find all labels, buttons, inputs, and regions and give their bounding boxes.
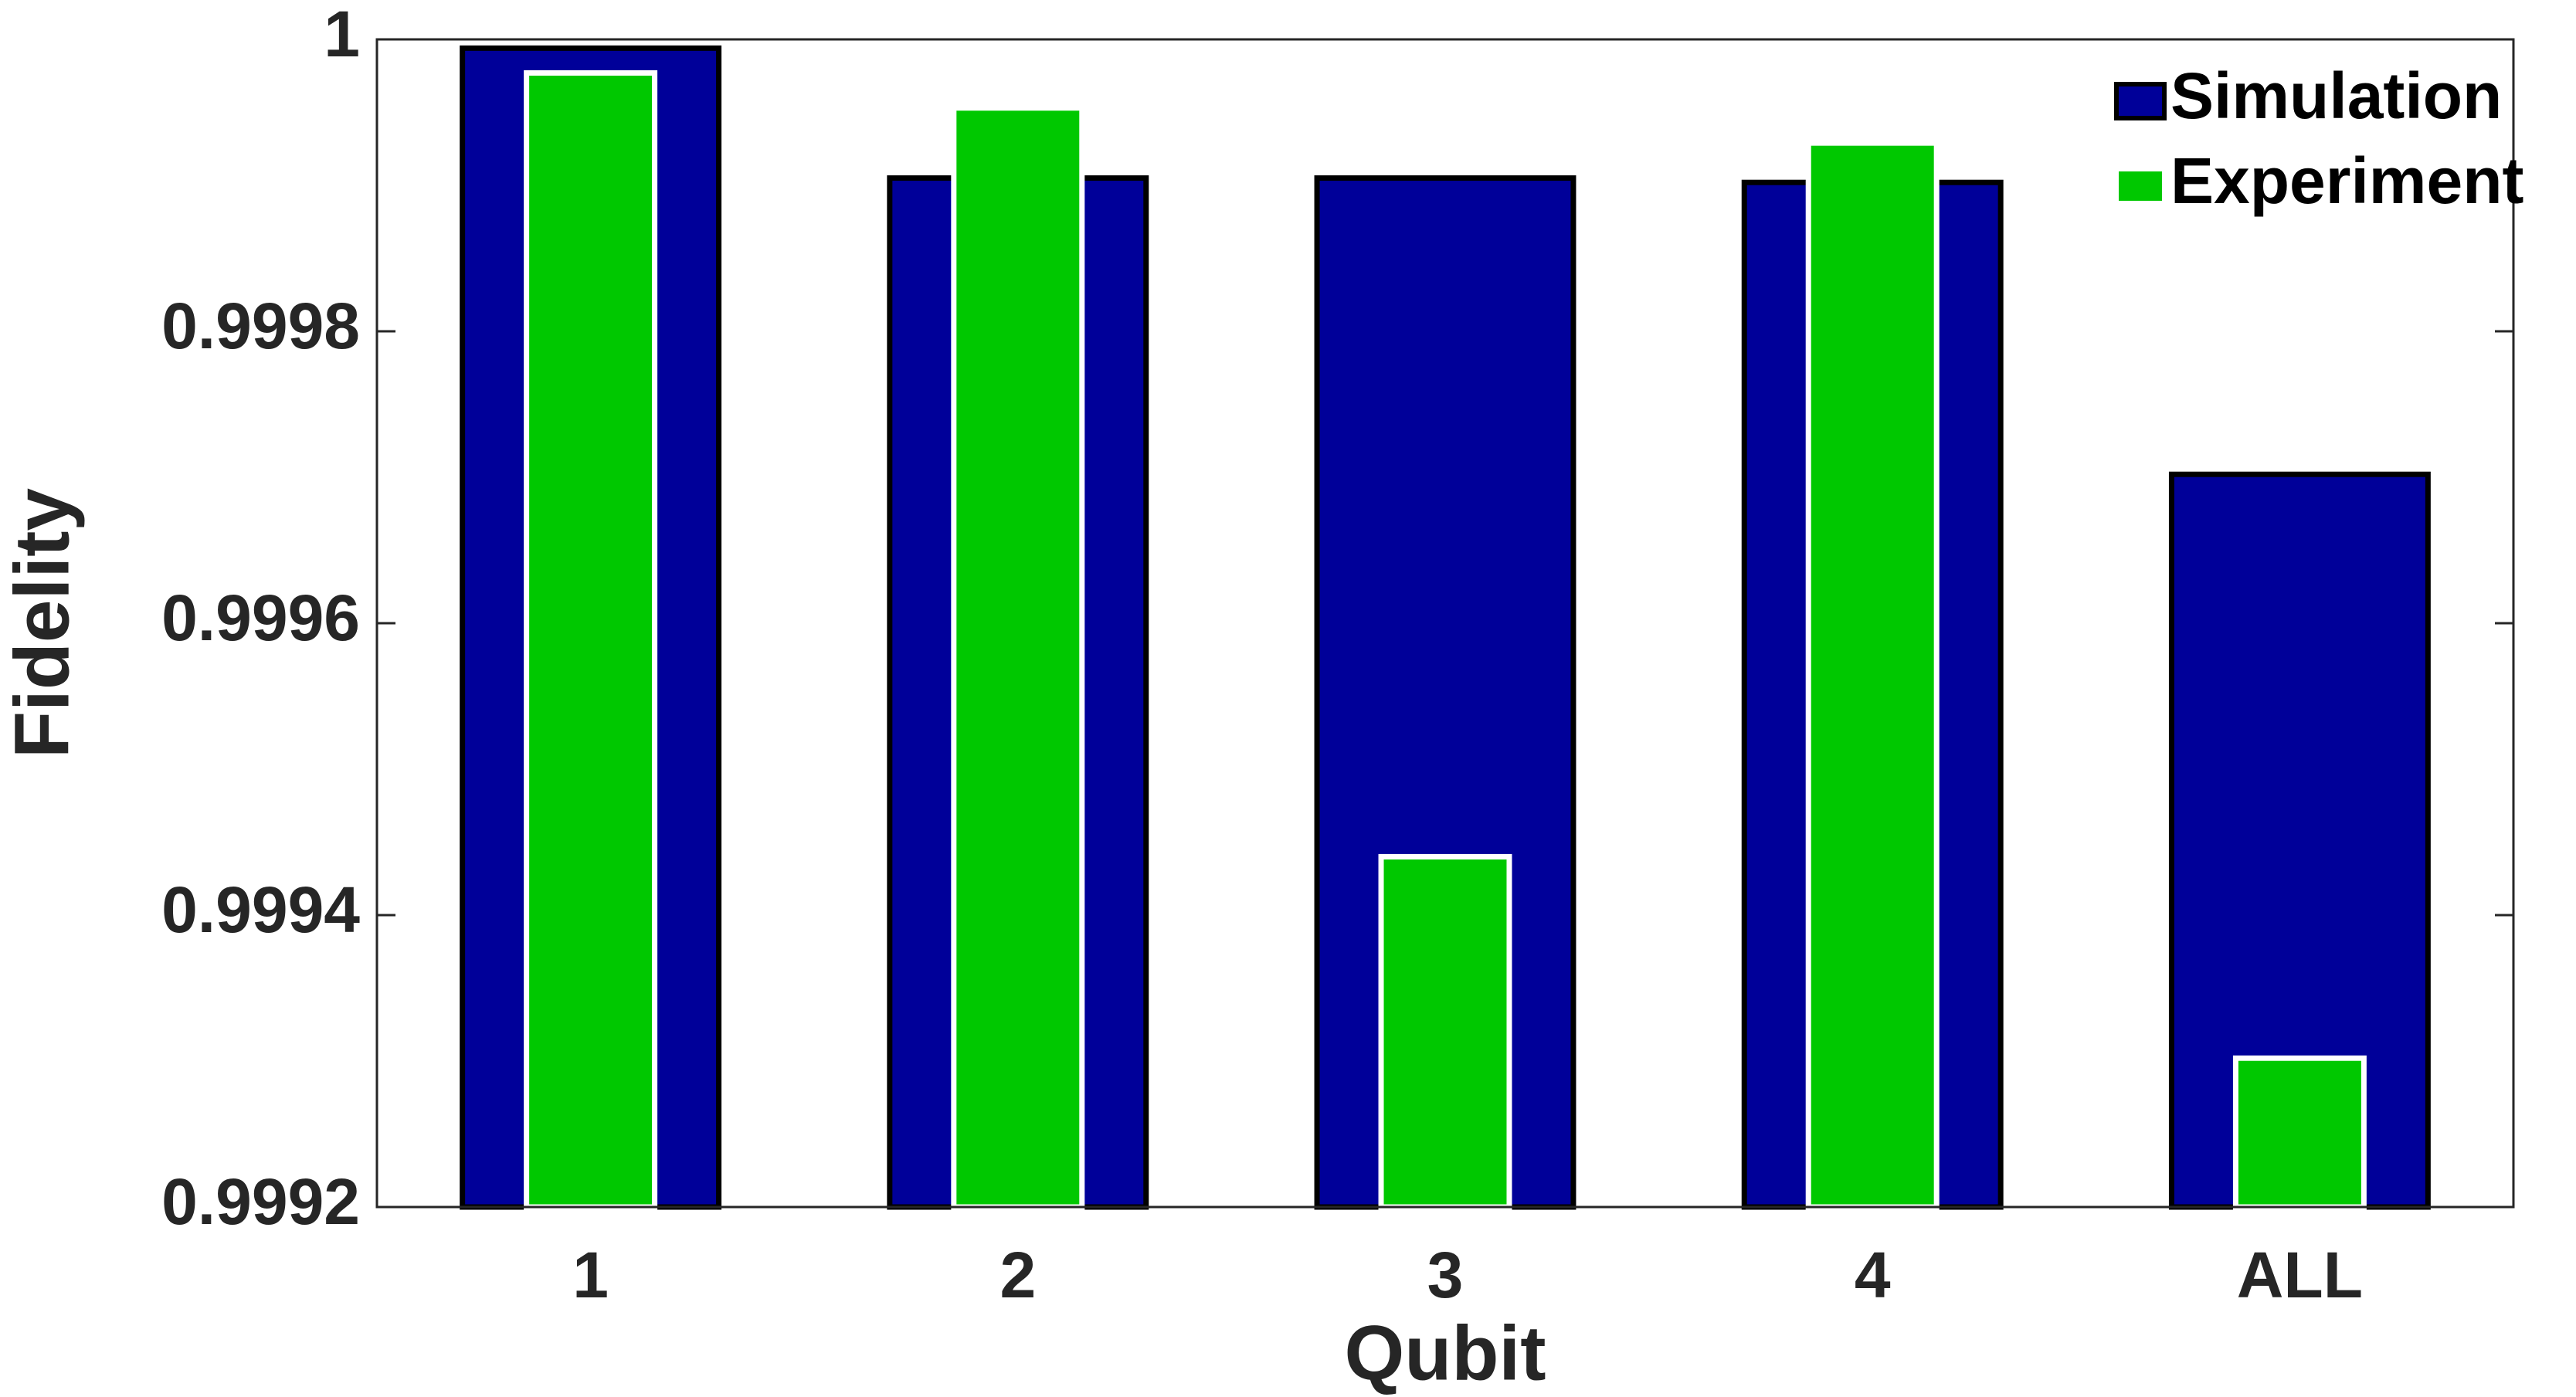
legend-label: Experiment xyxy=(2170,144,2524,217)
bar xyxy=(1805,140,1940,1210)
y-tick-label: 0.9992 xyxy=(161,1165,360,1238)
bar xyxy=(1314,175,1576,1210)
y-axis-label: Fidelity xyxy=(0,488,85,758)
legend-swatch xyxy=(2114,167,2167,205)
bar xyxy=(2232,1055,2367,1210)
bar xyxy=(524,70,658,1210)
x-tick-label: 3 xyxy=(1427,1239,1464,1311)
x-tick-label: ALL xyxy=(2237,1239,2363,1311)
legend-label: Simulation xyxy=(2170,59,2502,132)
x-tick-label: 2 xyxy=(1000,1239,1036,1311)
y-tick-label: 0.9994 xyxy=(161,873,360,946)
legend-swatch xyxy=(2114,82,2167,120)
bar xyxy=(1378,853,1512,1210)
x-tick-label: 4 xyxy=(1855,1239,1891,1311)
y-tick-label: 0.9996 xyxy=(161,582,360,654)
x-tick-label: 1 xyxy=(572,1239,609,1311)
bar xyxy=(951,105,1085,1210)
y-tick-label: 0.9998 xyxy=(161,290,360,362)
y-tick-label: 1 xyxy=(324,0,360,70)
x-axis-label: Qubit xyxy=(1344,1310,1546,1396)
